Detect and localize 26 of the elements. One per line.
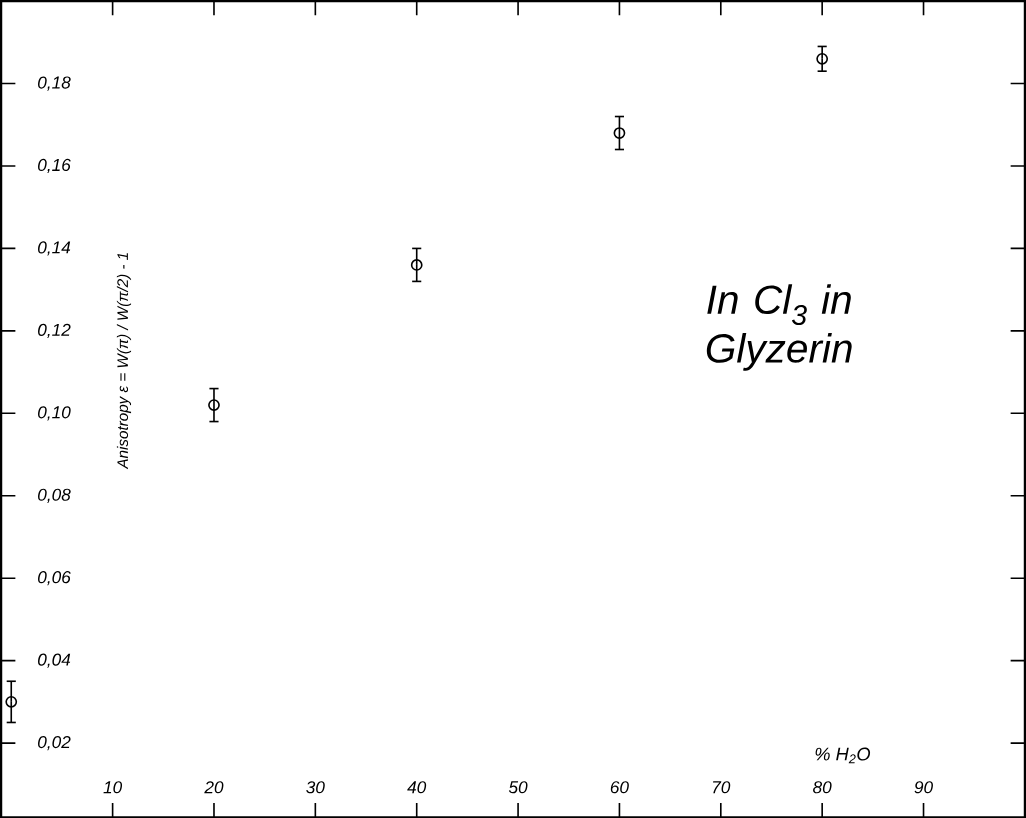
y-tick-label: 0,18 (38, 76, 71, 91)
x-tick-label: 80 (813, 780, 832, 794)
y-tick-label: 0,04 (38, 653, 71, 668)
y-tick-label: 0,06 (38, 570, 71, 586)
x-tick-label: 50 (508, 780, 528, 794)
point (410, 258, 423, 271)
point (613, 126, 626, 139)
y-tick-label: 0,10 (38, 406, 71, 421)
annotation: In Cl$_{3}$ in Glyzerin (706, 284, 852, 371)
point (5, 695, 18, 708)
x-tick-label: 60 (610, 780, 629, 794)
y-tick-label: 0,08 (38, 488, 71, 503)
point (208, 399, 220, 411)
y-tick-label: 0,14 (38, 241, 71, 256)
y-tick-label: 0,02 (38, 735, 71, 751)
x-tick-label: 30 (306, 780, 325, 794)
y-tick-label: 0,12 (38, 323, 71, 338)
x-axis-title: % H$_{2}$O (815, 747, 871, 764)
x-tick-label: 10 (103, 780, 123, 794)
x-tick-label: 90 (914, 780, 933, 794)
x-tick-label: 40 (407, 780, 427, 794)
x-tick-label: 20 (204, 780, 224, 794)
x-tick-label: 70 (713, 780, 731, 794)
y-tick-label: 0,16 (38, 158, 71, 173)
point (816, 52, 829, 65)
y-axis-title: Anisotropy ε = W(π) / W(π/2) - 1 (116, 252, 132, 470)
